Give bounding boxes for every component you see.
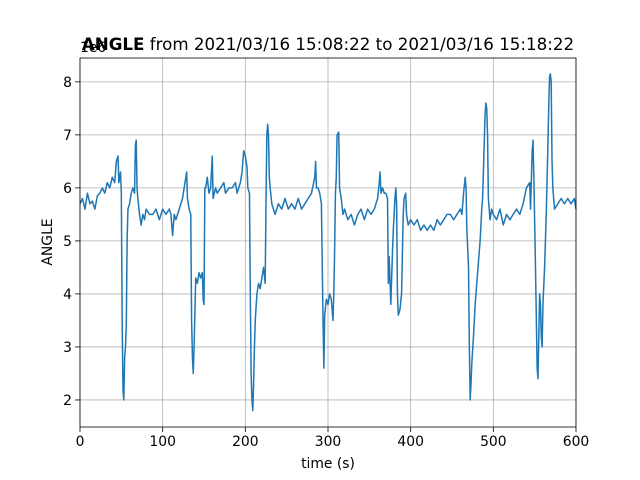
title-bold: ANGLE — [82, 34, 145, 54]
y-tick-label: 2 — [63, 393, 72, 409]
y-tick-label: 8 — [63, 75, 72, 91]
y-axis-label: ANGLE — [40, 218, 56, 265]
ticks: 0 100 200 300 400 500 600 2 3 4 5 6 7 8 — [63, 75, 589, 450]
offset-text: 1e6 — [80, 40, 106, 56]
x-tick-label: 400 — [397, 434, 424, 450]
x-tick-label: 0 — [76, 434, 85, 450]
grid — [79, 58, 577, 427]
x-tick-label: 600 — [563, 434, 590, 450]
title-rest: from 2021/03/16 15:08:22 to 2021/03/16 1… — [144, 34, 574, 54]
x-tick-label: 100 — [149, 434, 176, 450]
y-tick-label: 4 — [63, 287, 72, 303]
y-tick-label: 5 — [63, 234, 72, 250]
x-axis-label: time (s) — [301, 456, 355, 472]
plot-area — [79, 73, 577, 412]
x-tick-label: 200 — [232, 434, 259, 450]
y-tick-label: 6 — [63, 181, 72, 197]
y-tick-label: 7 — [63, 128, 72, 144]
chart-title: ANGLE from 2021/03/16 15:08:22 to 2021/0… — [82, 34, 574, 54]
y-tick-label: 3 — [63, 340, 72, 356]
x-tick-label: 500 — [480, 434, 507, 450]
data-line — [79, 73, 577, 412]
x-tick-label: 300 — [315, 434, 342, 450]
